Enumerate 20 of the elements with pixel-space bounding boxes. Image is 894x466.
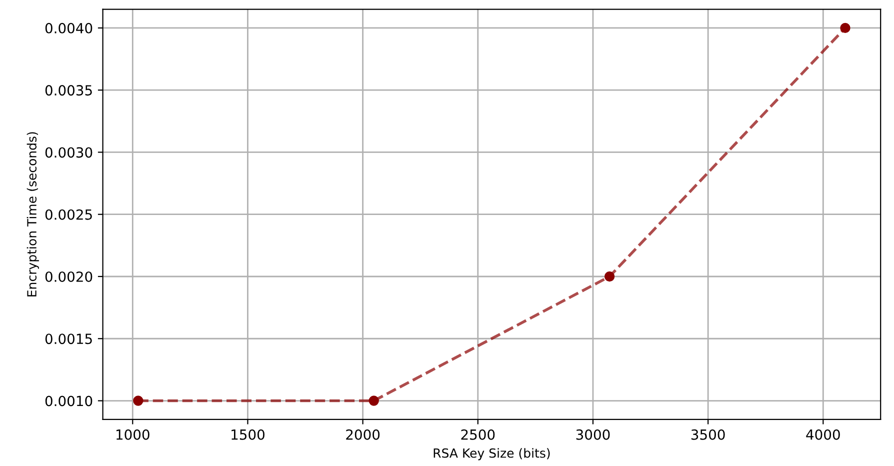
y-tick-label: 0.0035 [45,85,92,96]
y-axis-title: Encryption Time (seconds) [26,132,39,296]
y-tick-label: 0.0030 [45,147,92,158]
point [840,22,850,34]
x-tick-label: 2000 [346,429,380,440]
y-tick-label: 0.0020 [45,271,92,282]
y-tick-label: 0.0040 [45,22,92,34]
x-tick-label: 3000 [576,429,610,440]
point [368,396,379,406]
y-tick-label: 0.0015 [45,334,92,344]
point [133,396,144,406]
x-tick-label: 1000 [116,429,150,440]
y-tick-label: 0.0010 [45,396,92,406]
point [604,271,615,282]
y-tick-label: 0.0025 [45,209,92,220]
x-tick-label: 3500 [691,429,725,440]
x-tick-label: 2500 [461,429,495,440]
x-tick-label: 1500 [232,429,264,440]
x-tick-label: 4000 [806,429,840,440]
x-axis-title: RSA Key Size (bits) [434,448,550,460]
